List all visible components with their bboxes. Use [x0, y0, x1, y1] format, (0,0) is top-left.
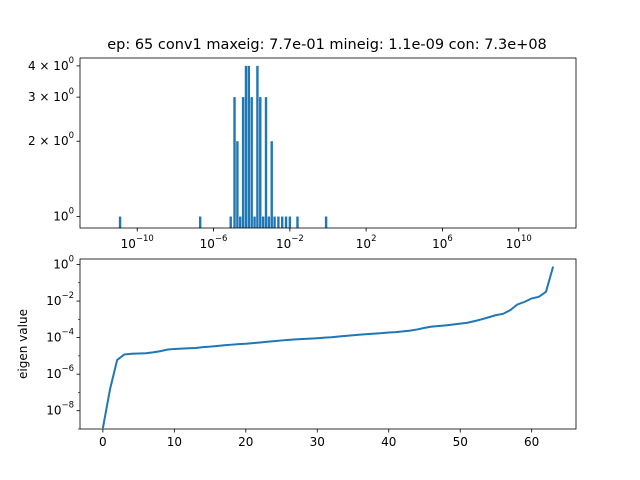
x-tick-label: 20	[238, 435, 253, 449]
eigen-line-axes: 0 10 20 30 40 50 60 10−8 10−6 10−4 10−2 100 eigen …	[16, 255, 577, 449]
histogram-bar	[267, 216, 271, 228]
histogram-bar	[239, 216, 242, 228]
y-tick-label: 10−2	[46, 291, 74, 308]
histogram-x-ticks: 10−10 10−6 10−2 102 106 1010	[121, 228, 532, 251]
histogram-bar	[324, 216, 328, 228]
x-tick-label: 102	[356, 234, 377, 251]
line-x-ticks: 0 10 20 30 40 50 60	[99, 429, 539, 449]
x-tick-label: 10−6	[200, 234, 228, 251]
histogram-bar	[273, 216, 276, 228]
histogram-y-ticks: 100 2 × 100 3 × 100 4 × 100	[28, 56, 80, 224]
x-tick-label: 30	[310, 435, 325, 449]
x-tick-label: 50	[453, 435, 468, 449]
histogram-bar	[236, 141, 239, 228]
x-tick-label: 60	[524, 435, 539, 449]
y-tick-label: 10−4	[46, 328, 74, 345]
histogram-bar	[253, 216, 256, 228]
histogram-bars	[118, 65, 328, 229]
y-tick-label: 10−8	[46, 401, 74, 418]
chart-title: ep: 65 conv1 maxeig: 7.7e-01 mineig: 1.1…	[107, 37, 547, 53]
y-tick-label: 3 × 100	[28, 87, 74, 104]
histogram-bar	[198, 216, 202, 228]
y-tick-label: 100	[53, 207, 74, 224]
histogram-bar	[244, 65, 248, 229]
histogram-bar	[284, 216, 288, 228]
y-axis-label: eigen value	[16, 309, 30, 379]
x-tick-label: 40	[381, 435, 396, 449]
histogram-bar	[118, 216, 122, 228]
histogram-bar	[233, 97, 236, 228]
histogram-bar	[288, 216, 292, 228]
line-y-ticks: 10−8 10−6 10−4 10−2 100	[46, 255, 80, 430]
histogram-bar	[281, 216, 284, 228]
histogram-frame	[79, 57, 577, 229]
histogram-bar	[247, 65, 251, 229]
x-tick-label: 10−2	[276, 234, 304, 251]
y-tick-label: 10−6	[46, 364, 74, 381]
x-tick-label: 1010	[506, 234, 532, 251]
y-tick-label: 2 × 100	[28, 131, 74, 148]
y-tick-label: 100	[53, 255, 74, 272]
x-tick-label: 10	[167, 435, 182, 449]
line-frame	[79, 258, 577, 430]
histogram-bar	[270, 141, 273, 228]
histogram-bar	[264, 97, 268, 228]
histogram-bar	[241, 97, 245, 228]
histogram-bar	[256, 65, 259, 229]
histogram-bar	[250, 97, 253, 228]
y-tick-label: 4 × 100	[28, 56, 74, 73]
histogram-bar	[261, 216, 265, 228]
histogram-bar	[229, 216, 232, 228]
histogram-bar	[277, 216, 280, 228]
histogram-axes: 10−10 10−6 10−2 102 106 1010 100 2 × 100 3 × 10…	[28, 56, 577, 251]
histogram-bar	[296, 216, 299, 228]
x-tick-label: 10−10	[121, 234, 154, 251]
x-tick-label: 106	[432, 234, 453, 251]
x-tick-label: 0	[99, 435, 107, 449]
histogram-bar	[259, 97, 262, 228]
eigen-value-line	[101, 266, 555, 429]
